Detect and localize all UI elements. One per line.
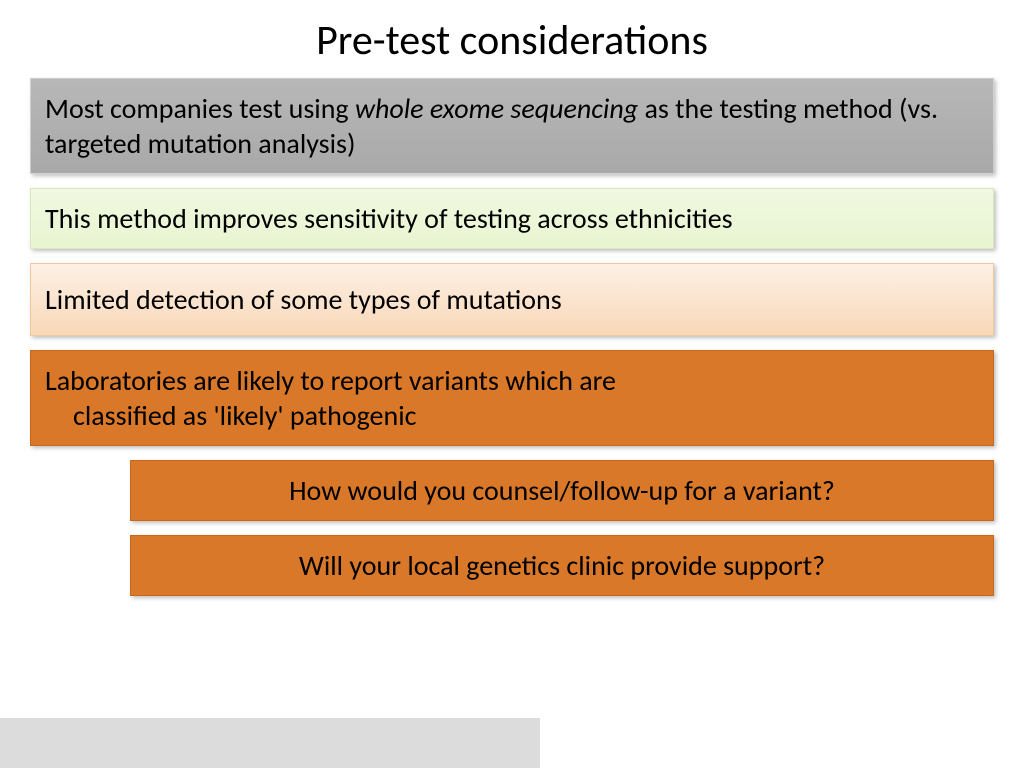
slide-title: Pre-test considerations xyxy=(0,0,1024,78)
footer-decoration xyxy=(0,718,540,768)
info-box-orange-main: Laboratories are likely to report varian… xyxy=(30,350,994,446)
info-box-green: This method improves sensitivity of test… xyxy=(30,188,994,249)
orange-line2: classified as 'likely' pathogenic xyxy=(45,398,979,433)
gray-text-before: Most companies test using xyxy=(45,91,355,126)
info-box-orange-sub2: Will your local genetics clinic provide … xyxy=(130,535,994,596)
info-box-orange-sub1: How would you counsel/follow-up for a va… xyxy=(130,460,994,521)
gray-text-italic: whole exome sequencing xyxy=(355,91,638,126)
info-box-peach: Limited detection of some types of mutat… xyxy=(30,263,994,336)
info-box-gray: Most companies test using whole exome se… xyxy=(30,78,994,174)
orange-line1: Laboratories are likely to report varian… xyxy=(45,363,979,398)
